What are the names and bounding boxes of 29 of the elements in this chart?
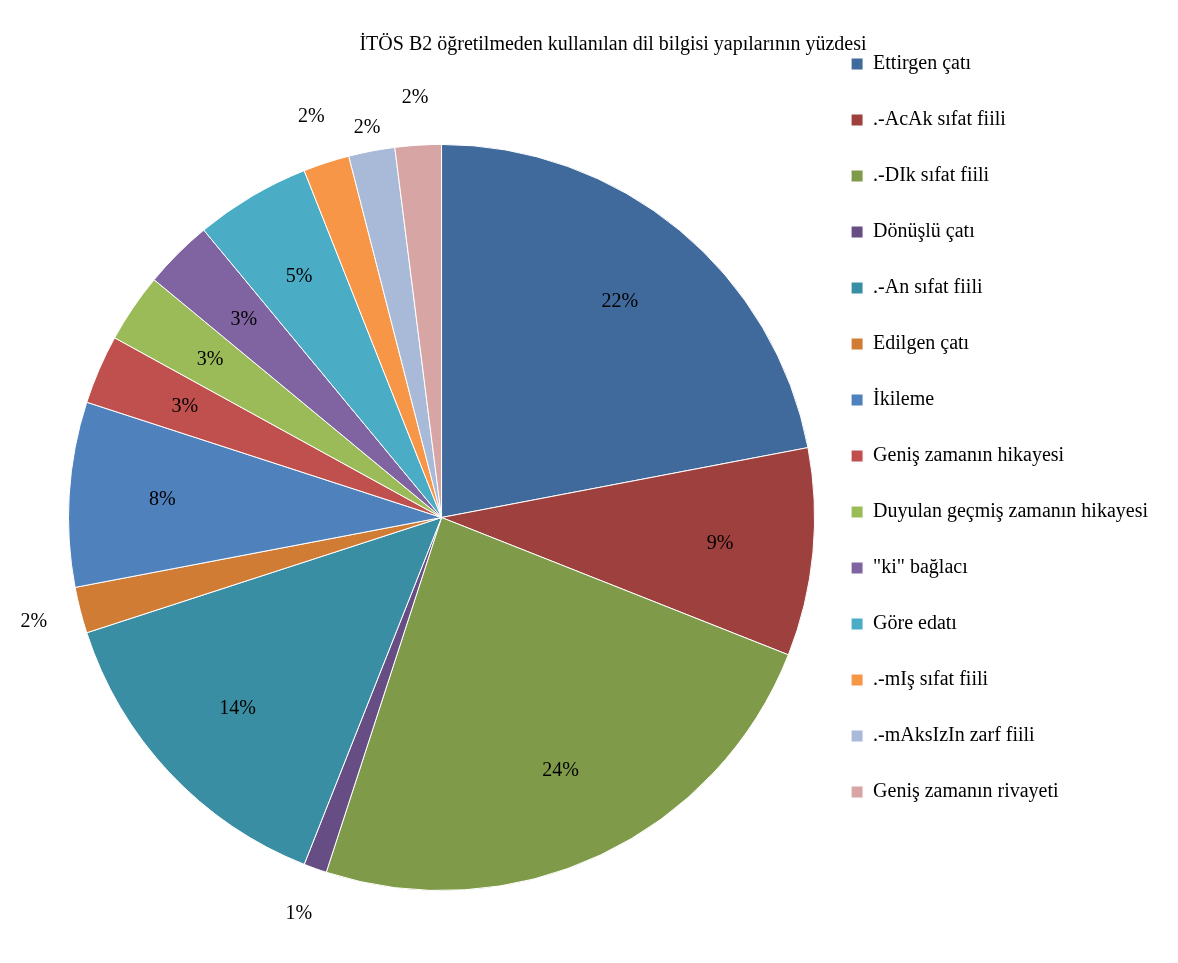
data-label: 22%: [601, 289, 639, 312]
legend-label: .-mAksIzIn zarf fiili: [873, 723, 1036, 746]
data-label: 24%: [542, 757, 579, 780]
legend-label: Geniş zamanın rivayeti: [873, 779, 1060, 803]
legend-label: .-DIk sıfat fiili: [873, 163, 990, 186]
legend-label: Edilgen çatı: [873, 331, 970, 355]
data-label: 3%: [171, 393, 199, 416]
legend-label: İkileme: [873, 387, 935, 410]
data-label: 2%: [20, 609, 48, 632]
legend-label: .-An sıfat fiili: [873, 275, 983, 298]
legend-label: Göre edatı: [873, 611, 958, 634]
data-label: 3%: [230, 306, 258, 329]
data-label: 8%: [148, 487, 176, 510]
legend-label: Dönüşlü çatı: [873, 219, 976, 243]
chart-title: İTÖS B2 öğretilmeden kullanılan dil bilgisi yapılarının yüzdesi: [359, 32, 868, 56]
data-label: 2%: [298, 104, 325, 127]
data-label: 9%: [706, 531, 734, 554]
legend-label: Ettirgen çatı: [873, 51, 972, 75]
legend-label: .-mIş sıfat fiili: [873, 667, 989, 691]
legend-label: .-AcAk sıfat fiili: [873, 107, 1007, 130]
legend-label: Duyulan geçmiş zamanın hikayesi: [873, 499, 1149, 523]
legend-label: Geniş zamanın hikayesi: [873, 443, 1065, 467]
data-label: 3%: [196, 347, 224, 370]
data-label: 1%: [285, 900, 313, 923]
data-label: 2%: [401, 84, 429, 107]
data-label: 2%: [353, 114, 381, 137]
legend-label: "ki" bağlacı: [873, 555, 969, 579]
data-label: 5%: [285, 263, 313, 286]
data-label: 14%: [219, 696, 256, 719]
